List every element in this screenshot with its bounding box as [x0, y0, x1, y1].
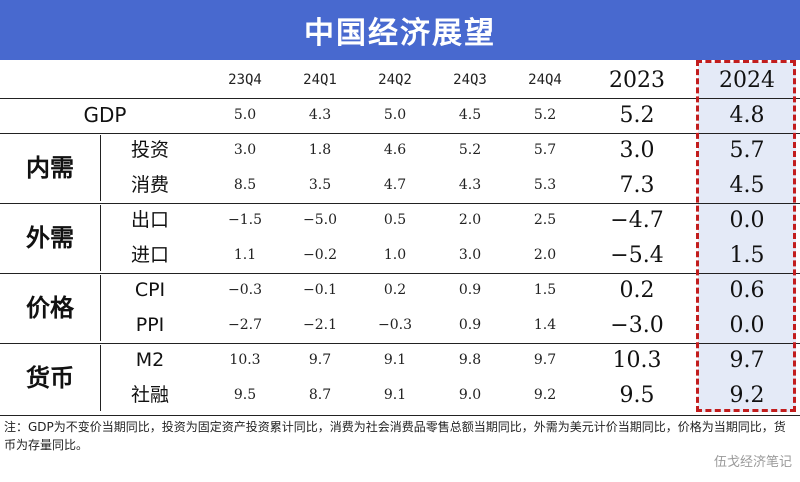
- row-label-gdp: GDP: [83, 103, 127, 127]
- column-header: 24Q4: [528, 72, 562, 88]
- table-cell: 4.5: [458, 107, 482, 123]
- table-divider: [0, 343, 800, 344]
- table-cell: −5.0: [303, 212, 337, 228]
- table-cell: 0.5: [383, 212, 407, 228]
- table-cell: 10.3: [229, 352, 261, 368]
- table-cell: −0.2: [303, 247, 337, 263]
- row-label: 消费: [130, 174, 169, 196]
- table-cell: 1.4: [533, 317, 557, 333]
- table-divider: [0, 133, 800, 134]
- table-cell: 9.7: [308, 352, 332, 368]
- table-cell: 0.6: [729, 278, 765, 303]
- table-cell: 4.7: [383, 177, 407, 193]
- table-cell: 9.2: [729, 383, 765, 408]
- table-cell: −3.0: [610, 313, 664, 338]
- table-cell: 3.0: [458, 247, 482, 263]
- table-cell: 0.9: [458, 282, 482, 298]
- table-cell: −2.1: [303, 317, 337, 333]
- table-cell: 1.5: [729, 243, 765, 268]
- column-header: 24Q3: [453, 72, 487, 88]
- table-cell: 7.3: [619, 173, 655, 198]
- table-cell: 9.1: [383, 352, 407, 368]
- watermark: 伍戈经济笔记: [713, 455, 792, 470]
- table-cell: 4.8: [729, 103, 765, 128]
- table-cell: −0.3: [378, 317, 412, 333]
- table-cell: 5.0: [383, 107, 407, 123]
- column-header: 2024: [719, 68, 775, 93]
- column-header: 23Q4: [228, 72, 262, 88]
- group-label: 内需: [26, 154, 74, 182]
- row-label: 社融: [130, 384, 169, 406]
- row-label: PPI: [135, 314, 165, 336]
- table-cell: 9.7: [729, 348, 765, 373]
- table-cell: 9.7: [533, 352, 557, 368]
- economic-outlook-table: 23Q4 24Q1 24Q2 24Q3 24Q4 2023 2024 GDP 5.0 4.3 5.0…: [0, 60, 800, 416]
- table-cell: 0.0: [729, 313, 765, 338]
- table-cell: 10.3: [612, 348, 662, 373]
- table-divider: [0, 273, 800, 274]
- table-cell: 5.2: [458, 142, 482, 158]
- table-cell: 3.0: [619, 138, 655, 163]
- table-cell: −2.7: [228, 317, 262, 333]
- row-label: 进口: [130, 244, 169, 266]
- table-cell: 4.5: [729, 173, 765, 198]
- table-cell: 3.0: [233, 142, 257, 158]
- page-title: 中国经济展望: [0, 0, 800, 60]
- table-cell: 5.3: [533, 177, 557, 193]
- table-cell: 8.5: [233, 177, 257, 193]
- table-cell: 0.9: [458, 317, 482, 333]
- table-cell: 8.7: [308, 387, 332, 403]
- table-cell: 9.8: [458, 352, 482, 368]
- table-cell: 2.5: [533, 212, 557, 228]
- table-cell: 5.7: [729, 138, 765, 163]
- table-cell: 5.0: [233, 107, 257, 123]
- table-cell: 9.2: [533, 387, 557, 403]
- group-divider: [100, 205, 101, 271]
- group-divider: [100, 135, 101, 201]
- table-cell: 4.6: [383, 142, 407, 158]
- table-cell: −4.7: [610, 208, 664, 233]
- table-cell: −1.5: [228, 212, 262, 228]
- year-2024-highlight: [698, 62, 796, 412]
- table-cell: 1.8: [308, 142, 332, 158]
- column-header: 2023: [609, 68, 665, 93]
- table-cell: 9.5: [233, 387, 257, 403]
- table-cell: 1.1: [233, 247, 257, 263]
- table-cell: 4.3: [458, 177, 482, 193]
- column-header: 24Q1: [303, 72, 337, 88]
- table-cell: 1.5: [533, 282, 557, 298]
- table-cell: 9.1: [383, 387, 407, 403]
- row-label: CPI: [134, 279, 166, 301]
- group-label: 价格: [26, 294, 74, 322]
- row-label: 投资: [130, 139, 169, 161]
- table-cell: 5.7: [533, 142, 557, 158]
- column-header: 24Q2: [378, 72, 412, 88]
- table-cell: 4.3: [308, 107, 332, 123]
- group-divider: [100, 345, 101, 411]
- group-label: 货币: [26, 364, 74, 392]
- table-cell: 5.2: [533, 107, 557, 123]
- table-cell: 0.0: [729, 208, 765, 233]
- table-cell: 0.2: [383, 282, 407, 298]
- table-cell: 2.0: [533, 247, 557, 263]
- table-cell: 0.2: [619, 278, 655, 303]
- table-divider: [0, 203, 800, 204]
- row-label: 出口: [130, 209, 169, 231]
- group-label: 外需: [26, 224, 74, 252]
- table-cell: 1.0: [383, 247, 407, 263]
- table-cell: −0.1: [303, 282, 337, 298]
- table-cell: 9.0: [458, 387, 482, 403]
- table-divider: [0, 415, 800, 416]
- table-cell: 3.5: [308, 177, 332, 193]
- row-label: M2: [135, 349, 165, 371]
- table-cell: −5.4: [610, 243, 664, 268]
- footnote: 注：GDP为不变价当期同比，投资为固定资产投资累计同比，消费为社会消费品零售总额…: [4, 420, 786, 452]
- table-cell: −0.3: [228, 282, 262, 298]
- group-divider: [100, 275, 101, 341]
- year-2024-dashed-frame: [696, 60, 796, 412]
- table-cell: 9.5: [619, 383, 655, 408]
- table-cell: 5.2: [619, 103, 655, 128]
- table-cell: 2.0: [458, 212, 482, 228]
- table-divider: [0, 98, 800, 99]
